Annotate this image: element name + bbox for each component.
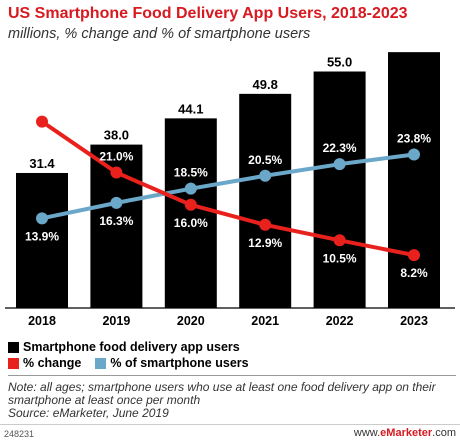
change-label-2021: 12.9% [248, 236, 282, 250]
share-label-2022: 22.3% [323, 141, 357, 155]
bar-label-2018: 31.4 [29, 156, 55, 171]
share-point-2021 [259, 169, 272, 182]
brand-suffix: .com [432, 427, 456, 439]
chart-subtitle: millions, % change and % of smartphone u… [8, 26, 311, 42]
bar-label-2021: 49.8 [253, 77, 278, 92]
share-point-2018 [36, 212, 48, 225]
legend-label-change: % change [23, 356, 82, 370]
legend-row-2: % change % of smartphone users [8, 356, 263, 370]
change-point-2018 [36, 115, 48, 128]
x-tick-2023: 2023 [400, 314, 428, 328]
bar-label-2022: 55.0 [327, 55, 352, 70]
note-block: Note: all ages; smartphone users who use… [8, 381, 458, 420]
share-point-2023 [408, 148, 420, 161]
legend-item-change: % change [8, 356, 81, 370]
share-label-2018: 13.9% [25, 229, 59, 243]
footer-divider [0, 424, 460, 425]
change-point-2023 [408, 249, 420, 262]
x-tick-2019: 2019 [102, 314, 130, 328]
legend-swatch-share [95, 357, 107, 369]
legend-swatch-bars [8, 341, 19, 353]
change-point-2020 [184, 198, 197, 211]
brand-prefix: www. [353, 427, 381, 439]
bar-2023 [388, 52, 440, 309]
brand-name: eMarketer [380, 427, 433, 439]
share-label-2021: 20.5% [248, 153, 282, 167]
change-line [40, 119, 416, 258]
legend-label-bars: Smartphone food delivery app users [23, 340, 240, 354]
change-point-2019 [110, 166, 123, 179]
change-label-2022: 10.5% [323, 251, 357, 265]
bar-label-2020: 44.1 [178, 101, 203, 116]
source-text: Source: eMarketer, June 2019 [8, 406, 169, 420]
bar-2020 [164, 118, 217, 309]
change-label-2020: 16.0% [174, 216, 208, 230]
divider [8, 375, 456, 376]
legend-swatch-change [8, 357, 19, 369]
share-label-2019: 16.3% [99, 214, 133, 228]
share-point-2020 [184, 182, 197, 195]
legend-row-1: Smartphone food delivery app users [8, 340, 254, 354]
chart-title: US Smartphone Food Delivery App Users, 2… [8, 5, 408, 22]
combo-chart: 31.438.044.149.855.059.528.9%13.9%21.0%1… [5, 50, 455, 328]
share-label-2020: 18.5% [174, 166, 208, 180]
bar-2022 [313, 71, 366, 308]
share-label-2023: 23.8% [397, 131, 431, 145]
change-label-2023: 8.2% [400, 266, 428, 280]
legend-item-bars: Smartphone food delivery app users [8, 340, 240, 354]
chart-id: 248231 [4, 429, 35, 439]
x-tick-2020: 2020 [177, 314, 205, 328]
change-label-2018: 28.9% [25, 99, 59, 113]
x-tick-2021: 2021 [251, 314, 279, 328]
change-point-2022 [333, 234, 346, 247]
note-text: Note: all ages; smartphone users who use… [8, 380, 436, 407]
bar-2021 [239, 93, 292, 308]
change-point-2021 [259, 218, 272, 231]
brand-link[interactable]: www.eMarketer.com [354, 427, 456, 439]
share-point-2022 [333, 158, 346, 171]
x-tick-2018: 2018 [28, 314, 56, 328]
legend-item-share: % of smartphone users [95, 356, 249, 370]
bar-label-2019: 38.0 [104, 128, 129, 143]
change-label-2019: 21.0% [99, 150, 133, 164]
x-tick-2022: 2022 [326, 314, 354, 328]
legend-label-share: % of smartphone users [110, 356, 249, 370]
bar-2018 [16, 172, 68, 308]
share-line [40, 152, 416, 221]
share-point-2019 [110, 196, 123, 209]
